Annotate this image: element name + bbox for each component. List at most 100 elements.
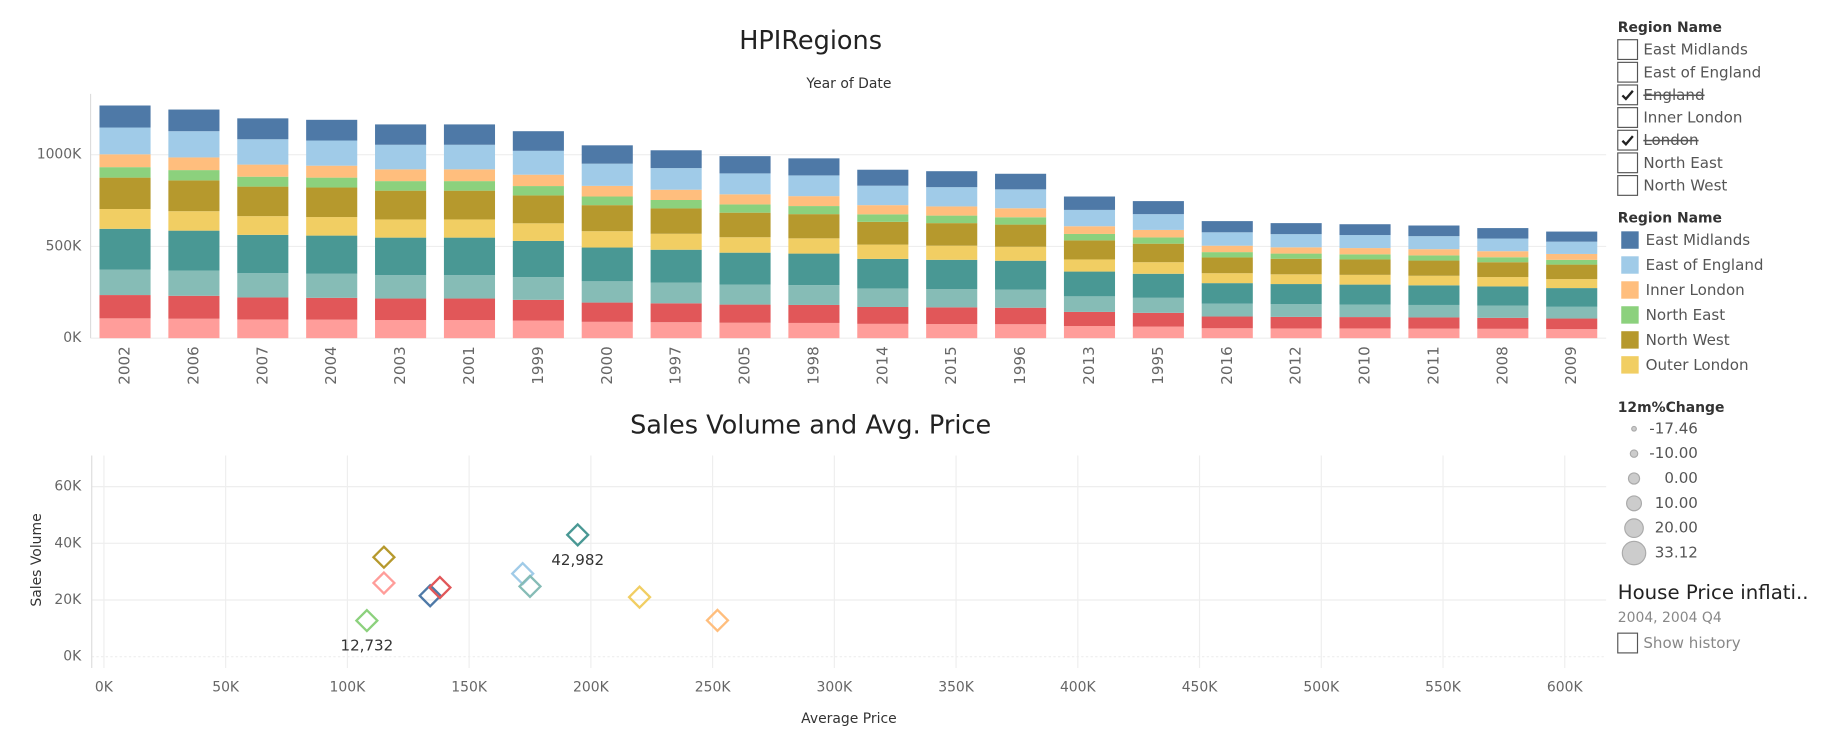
size-legend-label: 33.12 (1655, 544, 1698, 562)
x-tick-label: 2006 (184, 346, 202, 384)
bar-segment (1408, 236, 1460, 250)
bar-segment (1270, 253, 1322, 259)
bar-segment (1132, 229, 1184, 238)
bar-segment (995, 307, 1047, 325)
y-tick-label: 0K (63, 330, 82, 346)
filter-option[interactable]: North East (1643, 154, 1723, 172)
bar-segment (995, 324, 1047, 339)
bar-segment (1477, 328, 1529, 339)
bar-segment (719, 194, 771, 205)
filter-option[interactable]: London (1643, 131, 1698, 149)
bar-segment (995, 289, 1047, 308)
size-legend-label: -10.00 (1649, 444, 1698, 462)
checkbox[interactable] (1617, 84, 1639, 106)
bar-segment (1201, 273, 1253, 284)
bar-segment (1063, 311, 1116, 327)
bar-segment (306, 297, 358, 320)
x-tick-label: 300K (816, 680, 853, 696)
bar-segment (237, 176, 289, 187)
bar-segment (1063, 296, 1116, 312)
bar-segment (443, 298, 496, 321)
bar-segment (719, 156, 771, 174)
data-label: 12,732 (340, 637, 393, 655)
size-legend-circle (1629, 449, 1639, 458)
size-legend-circle (1631, 425, 1637, 432)
x-tick-label: 2002 (116, 346, 134, 384)
bar-segment (1339, 328, 1391, 339)
size-legend-label: 20.00 (1655, 519, 1698, 537)
filter-option[interactable]: East Midlands (1643, 41, 1748, 59)
bar-segment (512, 277, 564, 300)
checkbox[interactable] (1617, 632, 1639, 654)
x-axis-title: Average Price (801, 711, 897, 727)
bar-segment (1201, 245, 1253, 253)
x-tick-label: 2003 (391, 346, 409, 384)
bar-segment (306, 217, 358, 236)
bar-segment (995, 224, 1047, 247)
bar-segment (1063, 271, 1116, 297)
page-filter-title: House Price inflati.. (1618, 581, 1809, 604)
bar-segment (581, 196, 633, 206)
bar-segment (512, 240, 564, 278)
x-tick-label: 2014 (873, 346, 891, 384)
checkbox[interactable] (1617, 39, 1639, 61)
x-tick-label: 250K (695, 680, 732, 696)
x-tick-label: 2015 (942, 346, 960, 384)
bar-segment (99, 167, 151, 178)
bar-segment (443, 124, 496, 145)
size-legend-label: 10.00 (1655, 494, 1698, 512)
bar-segment (857, 244, 909, 259)
bar-segment (1408, 317, 1460, 329)
bar-segment (581, 302, 633, 322)
filter-option[interactable]: East of England (1643, 63, 1761, 81)
bar-segment (1408, 275, 1460, 286)
bar-segment (857, 288, 909, 307)
checkbox[interactable] (1617, 129, 1639, 151)
bar-segment (237, 273, 289, 298)
scatter-point (565, 522, 590, 547)
y-tick-label: 60K (54, 479, 82, 495)
bar-segment (1408, 328, 1460, 339)
bar-segment (1546, 318, 1598, 330)
bar-segment (1546, 259, 1598, 265)
x-tick-label: 1999 (529, 346, 547, 384)
x-tick-label: 200K (573, 680, 610, 696)
bar-segment (581, 231, 633, 248)
bar-segment (306, 235, 358, 274)
x-tick-label: 0K (95, 680, 114, 696)
legend-label: Inner London (1646, 281, 1745, 299)
checkbox[interactable] (1617, 61, 1639, 83)
checkbox[interactable] (1617, 152, 1639, 174)
bar-segment (1132, 297, 1184, 313)
bar-segment (168, 180, 220, 212)
bar-segment (581, 145, 633, 164)
x-tick-label: 2004 (322, 346, 340, 384)
check-mark (1621, 90, 1634, 101)
bar-segment (857, 205, 909, 215)
legend-swatch (1621, 331, 1639, 349)
legend-swatch (1621, 256, 1639, 274)
scatter-point (427, 575, 453, 600)
filter-option[interactable]: North West (1643, 177, 1727, 195)
checkbox[interactable] (1617, 107, 1639, 128)
bar-segment (926, 187, 978, 207)
data-label: 42,982 (551, 551, 604, 569)
bar-segment (788, 214, 840, 239)
legend-label: Outer London (1646, 356, 1749, 374)
bar-segment (1546, 253, 1598, 260)
bar-segment (926, 223, 978, 246)
bar-segment (1339, 248, 1391, 255)
bar-segment (1477, 305, 1529, 318)
bar-segment (788, 206, 840, 215)
filter-option[interactable]: England (1643, 86, 1704, 104)
bar-segment (1132, 201, 1184, 215)
bar-segment (306, 165, 358, 178)
checkbox[interactable] (1617, 175, 1639, 196)
bar-segment (719, 173, 771, 195)
scatter-point (705, 608, 730, 633)
filter-option[interactable]: Inner London (1643, 109, 1742, 127)
y-tick-label: 40K (54, 535, 82, 551)
filter-title: Region Name (1618, 20, 1722, 36)
bar-segment (650, 303, 702, 323)
page-filter-option[interactable]: Show history (1643, 634, 1740, 652)
